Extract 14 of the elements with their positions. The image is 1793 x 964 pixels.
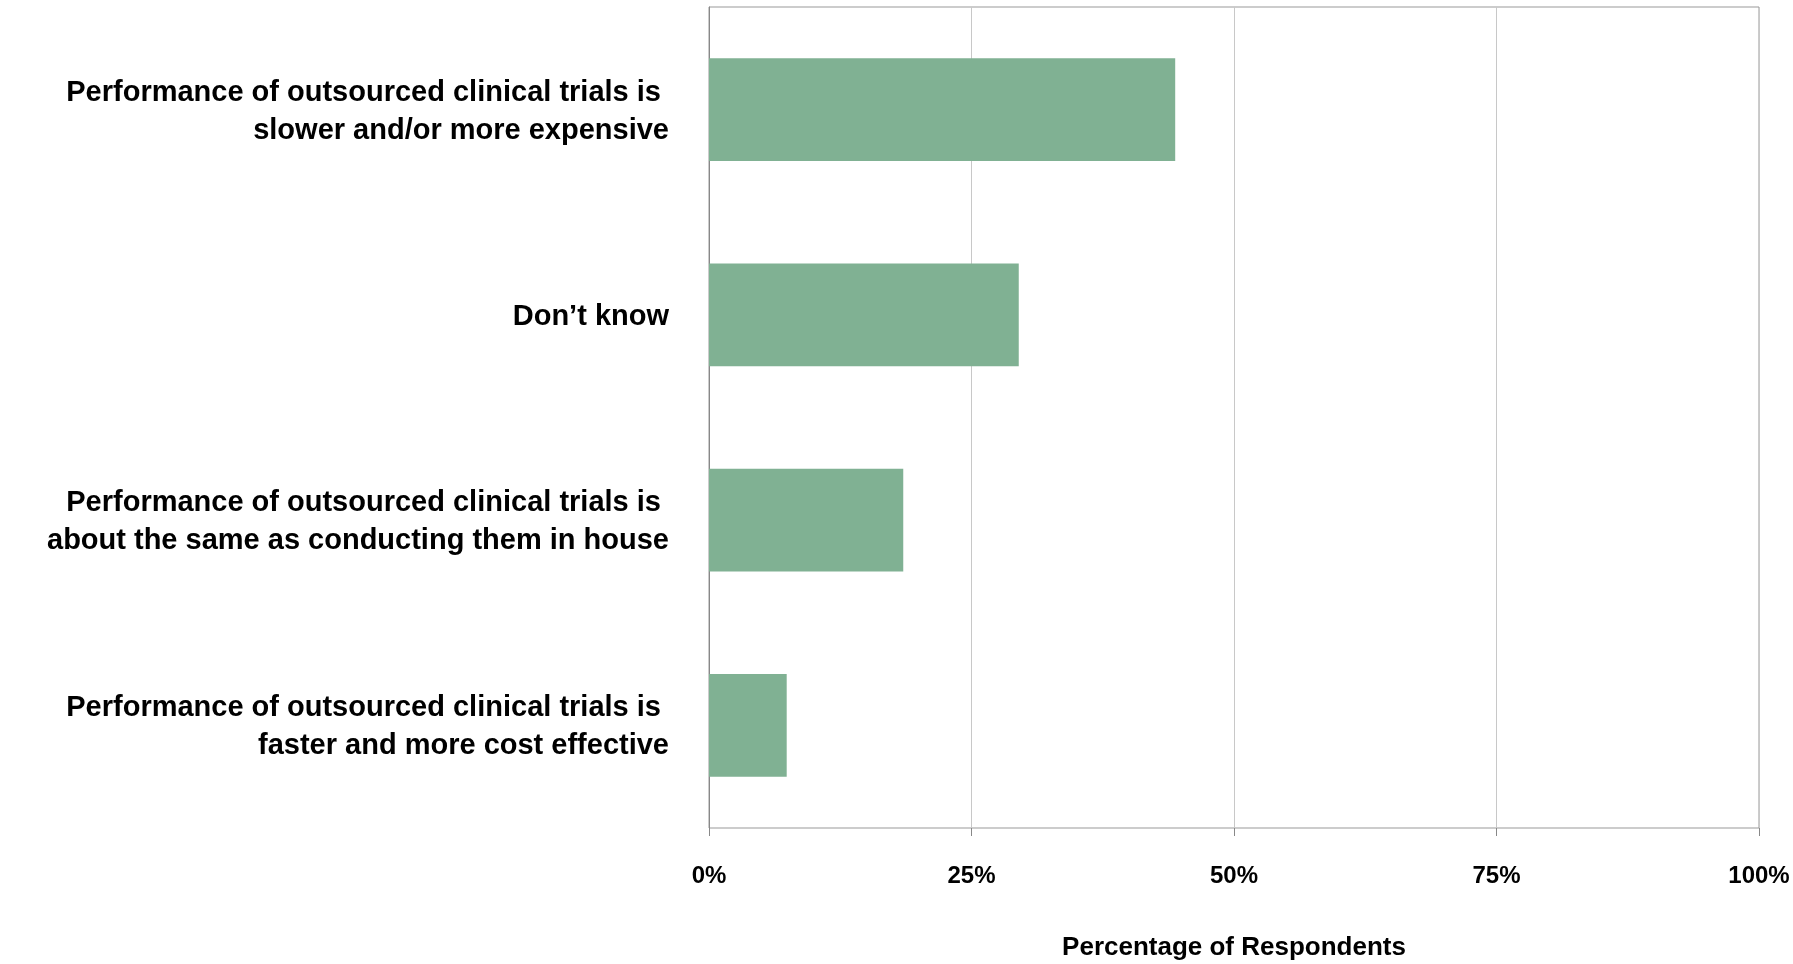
x-axis-title: Percentage of Respondents (1062, 931, 1406, 961)
bar (709, 674, 787, 777)
x-tick-label: 75% (1472, 860, 1521, 888)
x-tick-label: 50% (1209, 860, 1259, 888)
y-tick-label: Performance of outsourced clinical trials is about the same as conducting them in house (47, 485, 669, 556)
bar (709, 468, 904, 572)
y-tick-label: Don’t know (512, 298, 670, 331)
x-tick-label: 0% (691, 860, 727, 888)
bar (709, 58, 1176, 161)
x-tick-label: 100% (1728, 860, 1790, 888)
y-tick-label: Performance of outsourced clinical trials is faster and more cost effective (66, 690, 669, 761)
y-tick-label: Performance of outsourced clinical trials is slower and/or more expensive (66, 74, 669, 145)
x-tick-label: 25% (947, 860, 996, 888)
bar (709, 263, 1019, 367)
